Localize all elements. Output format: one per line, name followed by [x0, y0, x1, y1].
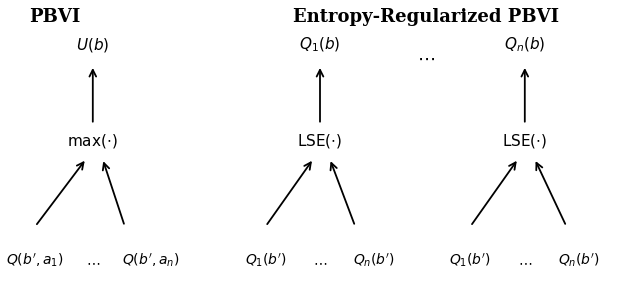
Text: $\cdots$: $\cdots$: [518, 255, 532, 269]
Text: $Q_n(b')$: $Q_n(b')$: [558, 251, 600, 269]
Text: $Q_n(b)$: $Q_n(b)$: [504, 35, 545, 54]
Text: $Q_1(b')$: $Q_1(b')$: [244, 251, 287, 269]
Text: $Q(b', a_1)$: $Q(b', a_1)$: [6, 251, 64, 269]
Text: $Q_n(b')$: $Q_n(b')$: [353, 251, 396, 269]
Text: $\mathrm{LSE}(\cdot)$: $\mathrm{LSE}(\cdot)$: [502, 132, 547, 151]
Text: $\mathrm{LSE}(\cdot)$: $\mathrm{LSE}(\cdot)$: [298, 132, 342, 151]
Text: $Q_1(b')$: $Q_1(b')$: [449, 251, 492, 269]
Text: $U(b)$: $U(b)$: [76, 36, 109, 54]
Text: $Q_1(b)$: $Q_1(b)$: [300, 35, 340, 54]
Text: $\cdots$: $\cdots$: [417, 50, 435, 68]
Text: PBVI: PBVI: [29, 8, 80, 27]
Text: $\cdots$: $\cdots$: [313, 255, 327, 269]
Text: $\cdots$: $\cdots$: [86, 255, 100, 269]
Text: $Q(b', a_n)$: $Q(b', a_n)$: [122, 251, 179, 269]
Text: Entropy-Regularized PBVI: Entropy-Regularized PBVI: [292, 8, 559, 27]
Text: $\mathrm{max}(\cdot)$: $\mathrm{max}(\cdot)$: [67, 132, 118, 151]
